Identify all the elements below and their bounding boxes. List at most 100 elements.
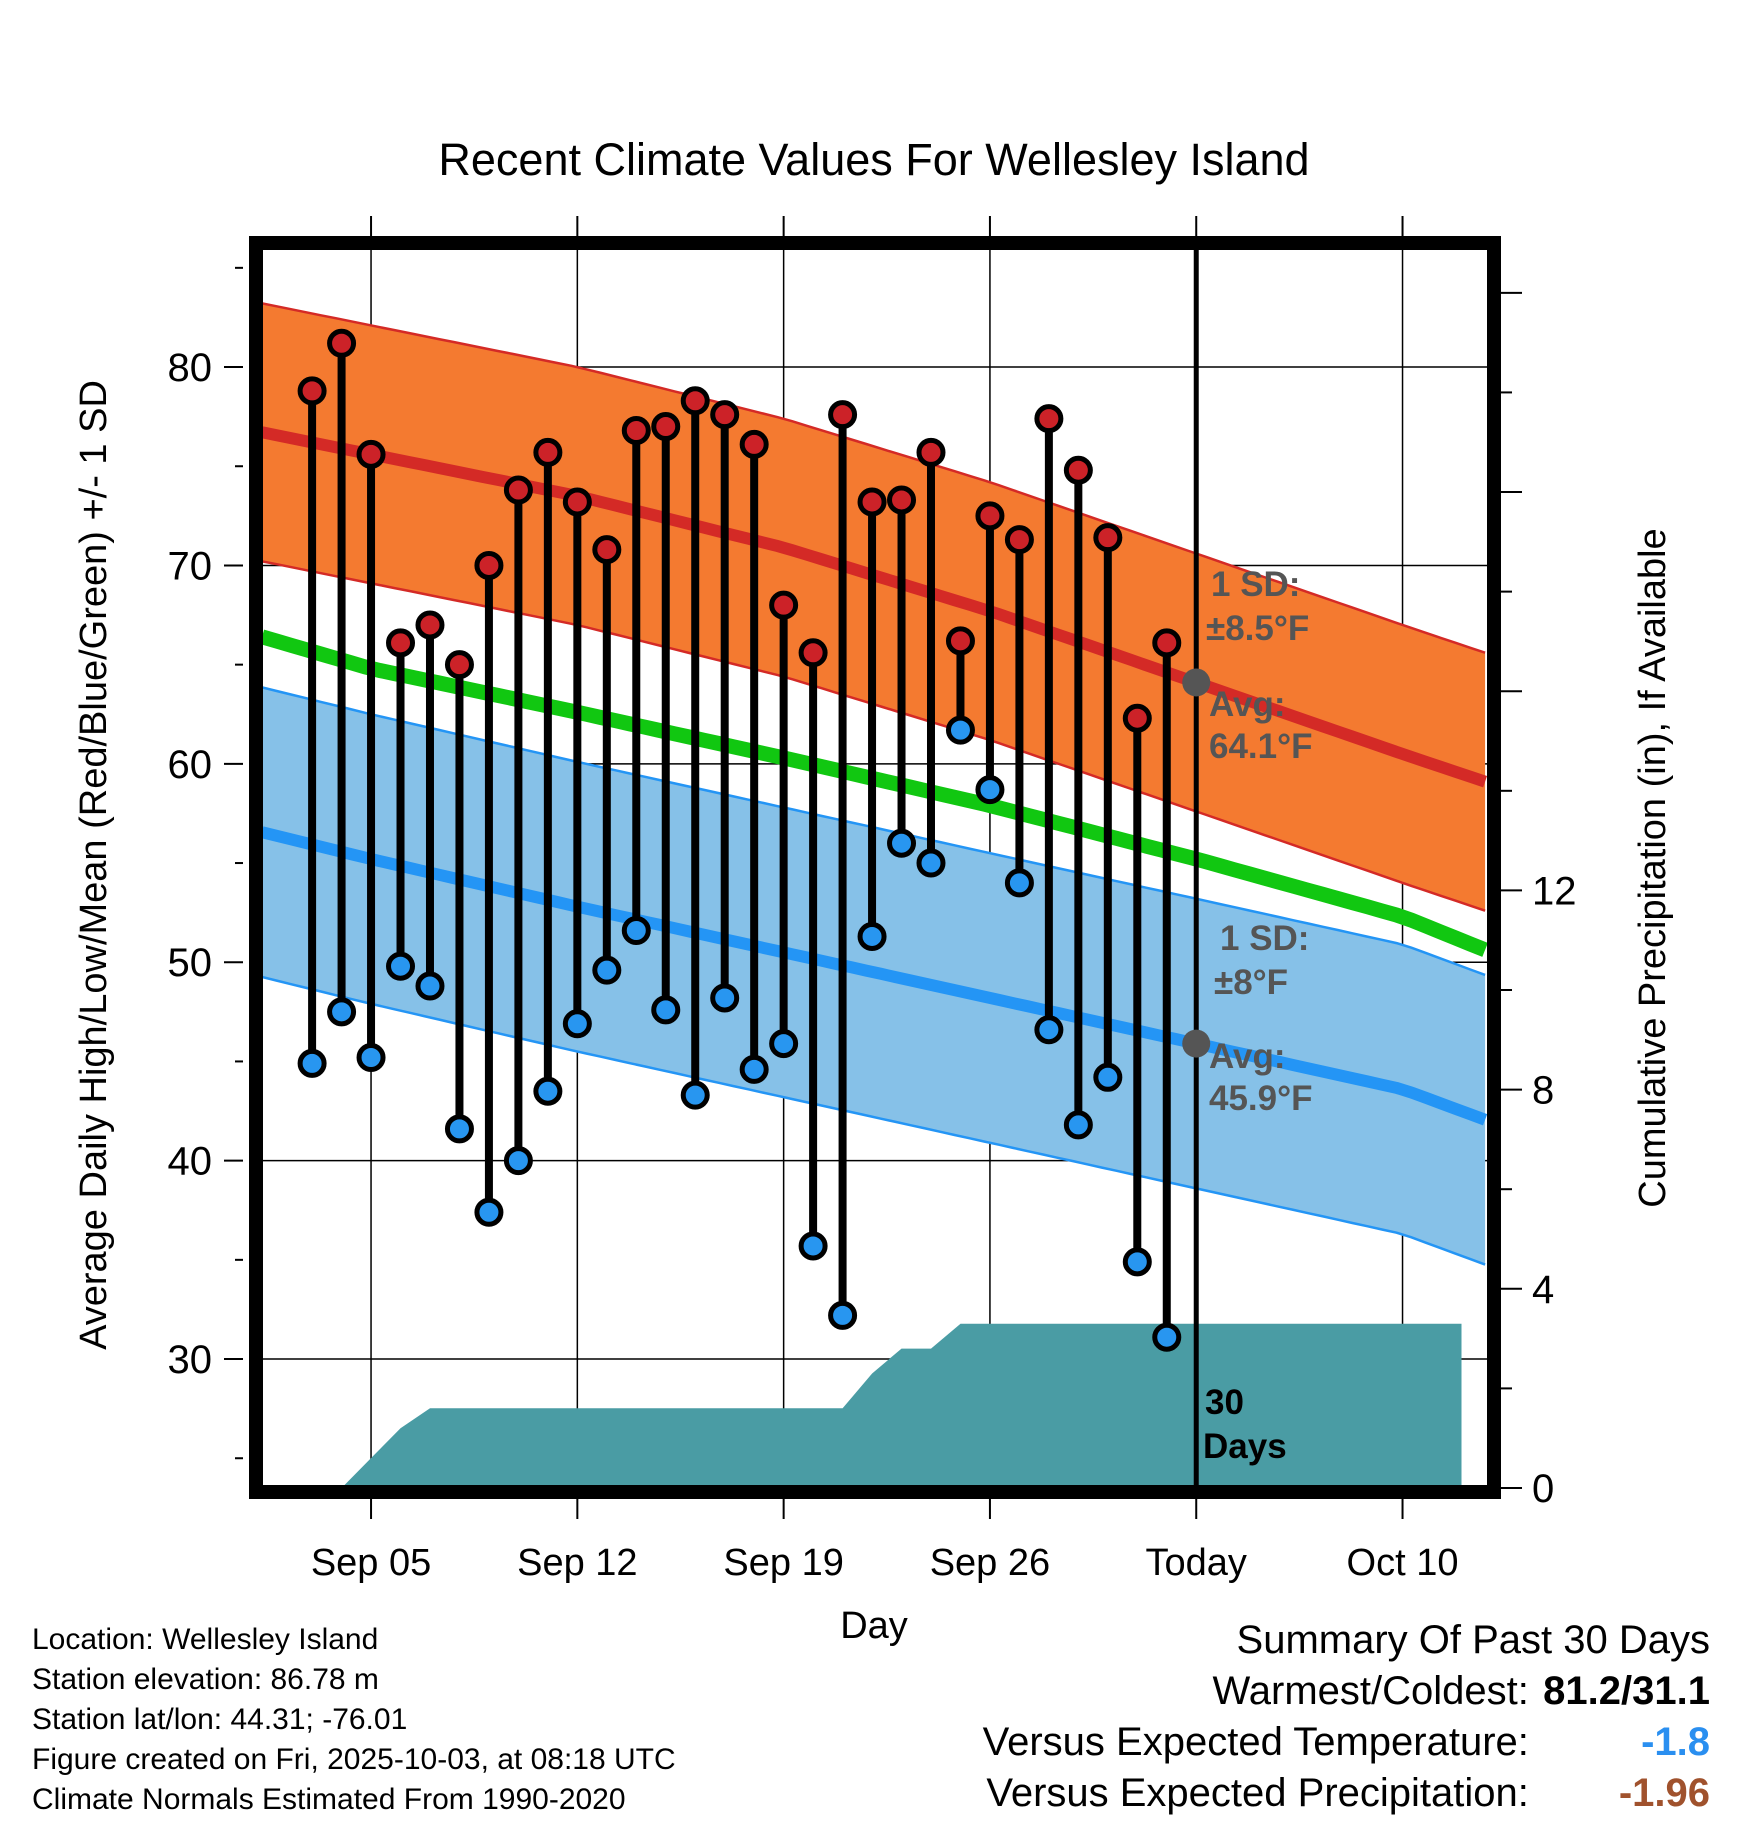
y2-tick-label: 12 xyxy=(1532,869,1577,913)
daily-low-point xyxy=(651,995,681,1025)
x-axis-label: Day xyxy=(840,1605,908,1647)
station-info: Location: Wellesley Island Station eleva… xyxy=(32,1620,676,1820)
daily-low-point xyxy=(356,1042,386,1072)
normals-text: Climate Normals Estimated From 1990-2020 xyxy=(32,1783,626,1816)
axes: 30 40 50 60 70 80 0 4 8 12 Sep 05 Sep 12 Sep 19 Sep 2… xyxy=(168,216,1577,1584)
daily-high-point xyxy=(503,475,533,505)
created-text: Figure created on Fri, 2025-10-03, at 08… xyxy=(32,1743,676,1776)
x-tick-label: Sep 05 xyxy=(311,1542,431,1584)
daily-high-point xyxy=(710,400,740,430)
daily-high-point xyxy=(1093,523,1123,553)
daily-low-point xyxy=(975,775,1005,805)
days-label-count: 30 xyxy=(1205,1383,1244,1422)
latlon-text: Station lat/lon: 44.31; -76.01 xyxy=(32,1703,408,1736)
y-axis-label: Average Daily High/Low/Mean (Red/Blue/Gr… xyxy=(73,380,115,1350)
high-avg-value: 64.1°F xyxy=(1209,727,1313,766)
high-sd-label: 1 SD: xyxy=(1211,565,1300,604)
daily-high-point xyxy=(1152,628,1182,658)
y2-tick-label: 8 xyxy=(1532,1069,1554,1113)
x-tick-label: Sep 19 xyxy=(723,1542,843,1584)
daily-low-point xyxy=(798,1231,828,1261)
daily-low-point xyxy=(710,983,740,1013)
daily-low-point xyxy=(297,1048,327,1078)
summary-warmest-row: Warmest/Coldest: 81.2/31.1 xyxy=(983,1666,1711,1717)
daily-high-point xyxy=(592,535,622,565)
daily-high-point xyxy=(1034,404,1064,434)
today-line xyxy=(1182,248,1211,1488)
daily-temperature-bars xyxy=(297,328,1182,1352)
daily-high-point xyxy=(1004,525,1034,555)
y2-tick-label: 4 xyxy=(1532,1268,1554,1312)
daily-low-point xyxy=(1063,1110,1093,1140)
precip-value: -1.96 xyxy=(1618,1771,1710,1815)
daily-high-point xyxy=(356,439,386,469)
y2-axis-label: Cumulative Precipitation (in), If Availa… xyxy=(1632,528,1674,1207)
daily-low-point xyxy=(945,715,975,745)
daily-low-point xyxy=(503,1146,533,1176)
high-band-upper-edge xyxy=(262,302,1486,654)
summary-title: Summary Of Past 30 Days xyxy=(1236,1618,1710,1662)
plot-frame xyxy=(249,236,1501,1499)
daily-low-point xyxy=(916,848,946,878)
daily-low-point xyxy=(444,1114,474,1144)
daily-low-point xyxy=(739,1054,769,1084)
daily-high-point xyxy=(975,501,1005,531)
daily-low-point xyxy=(1004,868,1034,898)
summary-temp-row: Versus Expected Temperature: -1.8 xyxy=(983,1717,1710,1768)
daily-high-point xyxy=(857,487,887,517)
low-avg-value: 45.9°F xyxy=(1209,1079,1313,1118)
daily-low-point xyxy=(415,971,445,1001)
low-normal-line xyxy=(262,826,1488,1126)
y-tick-label: 80 xyxy=(168,346,213,390)
temp-value: -1.8 xyxy=(1641,1720,1710,1764)
daily-high-point xyxy=(828,400,858,430)
daily-low-point xyxy=(1034,1015,1064,1045)
x-tick-label: Oct 10 xyxy=(1347,1542,1459,1584)
daily-high-point xyxy=(386,628,416,658)
low-band-lower-edge xyxy=(262,975,1486,1266)
low-sd-value: ±8°F xyxy=(1214,963,1288,1002)
y-tick-label: 50 xyxy=(168,941,213,985)
daily-high-point xyxy=(651,412,681,442)
summary-precip-row: Versus Expected Precipitation: -1.96 xyxy=(983,1768,1710,1819)
daily-low-point xyxy=(474,1197,504,1227)
daily-low-point xyxy=(327,997,357,1027)
chart-title: Recent Climate Values For Wellesley Isla… xyxy=(438,134,1309,185)
daily-high-point xyxy=(945,626,975,656)
daily-low-point xyxy=(1122,1247,1152,1277)
warmest-label: Warmest/Coldest: xyxy=(1212,1669,1529,1713)
daily-high-point xyxy=(1063,455,1093,485)
high-avg-label: Avg: xyxy=(1209,685,1285,724)
daily-low-point xyxy=(828,1300,858,1330)
daily-low-point xyxy=(857,921,887,951)
today-high-avg-marker xyxy=(1182,668,1211,697)
daily-low-point xyxy=(887,828,917,858)
daily-high-point xyxy=(297,376,327,406)
daily-high-point xyxy=(444,650,474,680)
y-tick-label: 60 xyxy=(168,743,213,787)
y2-tick-label: 0 xyxy=(1532,1467,1554,1511)
elevation-text: Station elevation: 86.78 m xyxy=(32,1663,379,1696)
daily-high-point xyxy=(1122,703,1152,733)
daily-high-point xyxy=(327,328,357,358)
today-low-avg-marker xyxy=(1182,1029,1211,1058)
daily-high-point xyxy=(533,437,563,467)
low-sd-label: 1 SD: xyxy=(1220,919,1309,958)
daily-low-point xyxy=(1152,1322,1182,1352)
daily-high-point xyxy=(415,610,445,640)
daily-low-point xyxy=(562,1009,592,1039)
precip-area xyxy=(282,1323,1462,1488)
summary-panel: Summary Of Past 30 Days Warmest/Coldest:… xyxy=(983,1615,1710,1819)
daily-high-point xyxy=(739,429,769,459)
daily-low-point xyxy=(621,915,651,945)
temp-label: Versus Expected Temperature: xyxy=(982,1720,1529,1764)
low-avg-label: Avg: xyxy=(1209,1037,1285,1076)
daily-low-point xyxy=(592,955,622,985)
warmest-value: 81.2/31.1 xyxy=(1543,1669,1710,1713)
daily-high-point xyxy=(680,386,710,416)
daily-low-point xyxy=(1093,1062,1123,1092)
daily-high-point xyxy=(562,487,592,517)
daily-high-point xyxy=(769,590,799,620)
y-tick-label: 30 xyxy=(168,1338,213,1382)
daily-high-point xyxy=(887,485,917,515)
